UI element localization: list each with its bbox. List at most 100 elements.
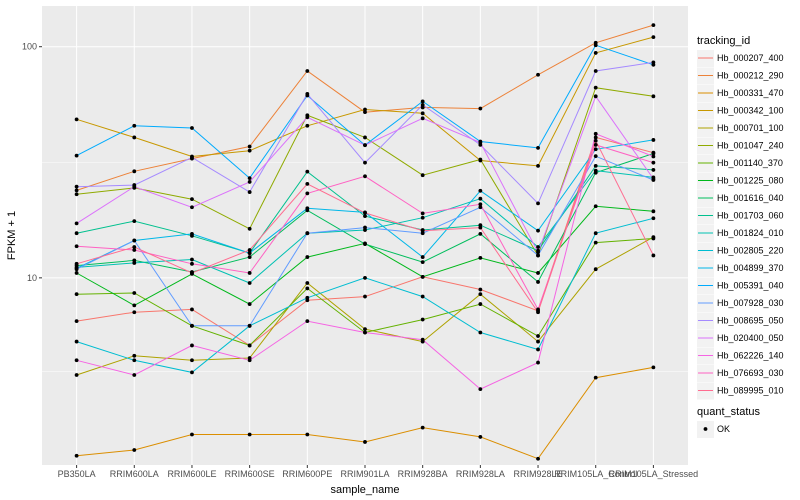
data-point	[536, 456, 540, 461]
data-point	[190, 197, 194, 202]
data-point	[363, 330, 367, 335]
data-point	[478, 387, 483, 392]
data-point	[132, 248, 137, 252]
data-point	[305, 231, 310, 236]
data-point	[305, 286, 310, 291]
data-point	[190, 231, 194, 236]
data-point	[305, 281, 310, 285]
data-point	[305, 91, 310, 96]
data-point	[593, 85, 598, 90]
data-point	[74, 292, 79, 297]
data-point	[132, 245, 137, 249]
data-point	[247, 343, 252, 348]
legend-label: Hb_000342_100	[717, 106, 784, 116]
data-point	[478, 202, 483, 207]
shape-legend-item: OK	[697, 421, 730, 438]
data-point	[247, 248, 252, 252]
data-point	[190, 432, 194, 437]
data-point	[478, 330, 483, 335]
legend-item: Hb_007928_030	[697, 295, 784, 312]
legend-title: tracking_id	[697, 35, 750, 47]
data-point	[651, 151, 656, 156]
data-point	[536, 360, 540, 365]
data-point	[478, 435, 483, 439]
legend: tracking_id Hb_000207_400Hb_000212_290Hb…	[697, 35, 784, 438]
x-tick-label: RRIM600LA	[110, 469, 159, 479]
data-point	[132, 373, 137, 377]
data-point	[132, 219, 137, 223]
data-point	[74, 358, 79, 363]
x-tick-label: RRIM600PE	[282, 469, 332, 479]
data-point	[420, 173, 425, 178]
shape-legend-items: OK	[697, 421, 730, 438]
data-point	[420, 211, 425, 216]
data-point	[247, 144, 252, 149]
legend-item: Hb_000207_400	[697, 50, 784, 67]
shape-legend-title: quant_status	[697, 406, 760, 418]
data-point	[74, 117, 79, 122]
data-point	[478, 106, 483, 111]
data-point	[74, 453, 79, 458]
data-point	[536, 347, 540, 352]
data-point	[247, 271, 252, 275]
series-points-Hb_001225_080	[74, 204, 656, 308]
data-point	[651, 168, 656, 172]
data-point	[651, 160, 656, 165]
data-point	[363, 225, 367, 230]
data-point	[305, 123, 310, 128]
data-point	[420, 116, 425, 121]
legend-label: Hb_020400_050	[717, 333, 784, 343]
data-point	[478, 188, 483, 193]
data-point	[478, 231, 483, 236]
data-point	[478, 302, 483, 306]
data-point	[247, 432, 252, 437]
legend-label: Hb_076693_030	[717, 368, 784, 378]
y-axis: 10 100	[22, 42, 42, 283]
data-point	[305, 295, 310, 300]
data-point	[247, 226, 252, 231]
data-point	[132, 291, 137, 295]
data-point	[74, 267, 79, 272]
data-point	[593, 138, 598, 143]
legend-item: Hb_000342_100	[697, 102, 784, 120]
data-point	[651, 138, 656, 142]
data-point	[363, 214, 367, 218]
legend-label: Hb_001616_040	[717, 193, 784, 203]
legend-item: Hb_008695_050	[697, 312, 784, 330]
data-point	[651, 209, 656, 214]
data-point	[305, 191, 310, 196]
data-point	[420, 294, 425, 299]
data-point	[363, 160, 367, 165]
x-tick-label: RRIM928BA	[398, 469, 448, 479]
data-point	[536, 334, 540, 338]
data-point	[190, 205, 194, 210]
data-point	[74, 261, 79, 266]
data-point	[651, 253, 656, 258]
data-point	[593, 204, 598, 209]
data-point	[363, 107, 367, 112]
data-point	[190, 155, 194, 160]
data-point	[651, 94, 656, 99]
data-point	[651, 236, 656, 241]
legend-label: Hb_001225_080	[717, 176, 784, 186]
data-point	[247, 176, 252, 181]
data-point	[247, 251, 252, 255]
data-point	[420, 215, 425, 220]
y-tick-label: 10	[27, 273, 37, 283]
legend-item: Hb_000331_470	[697, 85, 784, 102]
data-point	[132, 169, 137, 174]
legend-label: Hb_007928_030	[717, 298, 784, 308]
data-point	[536, 250, 540, 255]
data-point	[536, 72, 540, 77]
data-point	[536, 245, 540, 249]
series-points-Hb_005391_040	[74, 43, 656, 181]
data-point	[190, 358, 194, 363]
data-point	[305, 69, 310, 73]
data-point	[363, 110, 367, 115]
data-point	[651, 60, 656, 65]
legend-label: Hb_062226_140	[717, 351, 784, 361]
data-point	[132, 238, 137, 243]
legend-item: Hb_089995_010	[697, 382, 784, 400]
data-point	[247, 255, 252, 259]
